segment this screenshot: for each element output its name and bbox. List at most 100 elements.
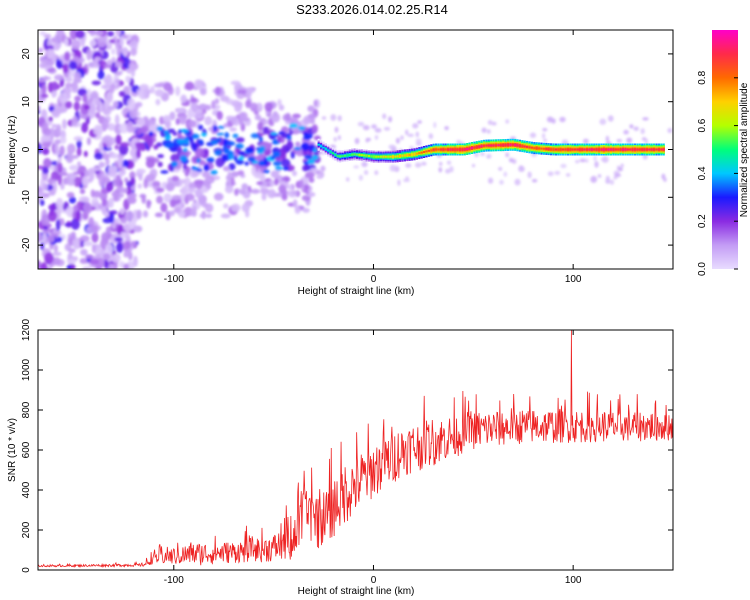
ridge-cell [545, 147, 548, 150]
scatter-cell [213, 192, 224, 201]
scatter-cell [272, 110, 279, 118]
scatter-cell [241, 183, 249, 191]
noise-cell [64, 51, 71, 61]
patch-cell [213, 124, 218, 132]
patch-cell [179, 155, 188, 163]
ridge-cell [530, 146, 533, 149]
y-tick-label: 20 [21, 48, 32, 60]
noise-cell [83, 202, 93, 214]
patch-cell [245, 146, 255, 154]
scatter-cell [254, 155, 260, 162]
patch-cell [228, 153, 234, 160]
scatter-cell [245, 99, 252, 109]
noise-cell [93, 124, 104, 136]
colorbar-tick-label: 0.2 [697, 214, 708, 228]
faint-cell [499, 179, 504, 185]
noise-cell [65, 82, 73, 89]
patch-cell [171, 161, 178, 168]
faint-cell [405, 163, 412, 168]
noise-cell [121, 159, 130, 168]
faint-cell [609, 179, 615, 185]
noise-cell [58, 92, 68, 104]
faint-cell [337, 115, 342, 122]
ridge-cell [382, 155, 385, 158]
ridge-cell [339, 155, 342, 158]
scatter-cell [153, 144, 159, 150]
noise-cell [66, 265, 72, 269]
patch-cell [182, 137, 189, 145]
snr-panel: -100 0 100 0 200 400 600 800 1000 1200 Height of… [7, 318, 674, 597]
ridge-cell [540, 147, 543, 150]
y-tick-label: 1000 [21, 358, 32, 381]
scatter-cell [304, 171, 315, 179]
scatter-cell [234, 102, 243, 113]
scatter-cell [154, 212, 163, 218]
scatter-cell [277, 135, 282, 144]
ridge-cell [607, 148, 610, 151]
faint-cell [547, 171, 554, 177]
ridge-cell [415, 152, 418, 155]
scatter-cell [274, 178, 279, 186]
ridge-cell [391, 155, 394, 158]
scatter-cell [163, 82, 173, 92]
scatter-cell [194, 147, 205, 158]
scatter-cell [241, 112, 246, 122]
faint-cell [480, 152, 485, 156]
snr-y-label: SNR (10 * v/v) [7, 418, 18, 482]
faint-cell [503, 171, 508, 177]
scatter-cell [179, 179, 187, 184]
faint-cell [363, 170, 369, 175]
scatter-cell [291, 190, 298, 195]
patch-cell [259, 160, 264, 166]
ridge-cell [379, 155, 383, 158]
ridge-cell [451, 148, 454, 151]
noise-cell [60, 172, 68, 177]
scatter-cell [148, 131, 154, 137]
ridge-cell [322, 146, 325, 149]
ridge-cell [593, 148, 596, 151]
snr-background [38, 330, 673, 570]
noise-cell [73, 204, 78, 212]
ridge-cell [559, 148, 562, 151]
faint-cell [491, 121, 497, 126]
noise-cell [91, 80, 101, 86]
faint-cell [357, 121, 365, 127]
noise-cell [80, 248, 88, 256]
faint-cell [474, 152, 479, 158]
faint-cell [445, 168, 451, 174]
ridge-cell [535, 147, 538, 150]
scatter-cell [231, 203, 241, 212]
ridge-cell [389, 155, 392, 158]
scatter-cell [208, 175, 215, 181]
noise-cell [40, 214, 51, 226]
ridge-cell [468, 147, 471, 150]
scatter-cell [199, 88, 207, 96]
noise-cell [115, 174, 122, 187]
noise-cell [114, 61, 123, 68]
noise-cell [101, 206, 107, 214]
noise-cell [105, 243, 114, 255]
colorbar-tick-label: 0.8 [697, 70, 708, 84]
patch-cell [181, 128, 190, 133]
faint-cell [594, 161, 599, 168]
faint-cell [433, 121, 437, 129]
ridge-cell [504, 144, 507, 146]
ridge-cell [334, 153, 337, 156]
snr-x-label: Height of straight line (km) [298, 586, 415, 597]
noise-cell [64, 38, 69, 47]
scatter-cell [146, 173, 156, 182]
noise-cell [126, 121, 134, 133]
noise-cell [83, 104, 91, 111]
noise-cell [65, 153, 74, 164]
ridge-cell [372, 155, 375, 158]
ridge-cell [552, 148, 555, 151]
noise-cell [115, 78, 120, 84]
ridge-cell [430, 149, 433, 152]
faint-cell [663, 177, 667, 182]
faint-cell [560, 163, 567, 169]
scatter-cell [163, 193, 172, 203]
noise-cell [108, 197, 114, 209]
noise-cell [57, 174, 63, 186]
noise-cell [82, 266, 91, 269]
scatter-cell [222, 165, 231, 172]
